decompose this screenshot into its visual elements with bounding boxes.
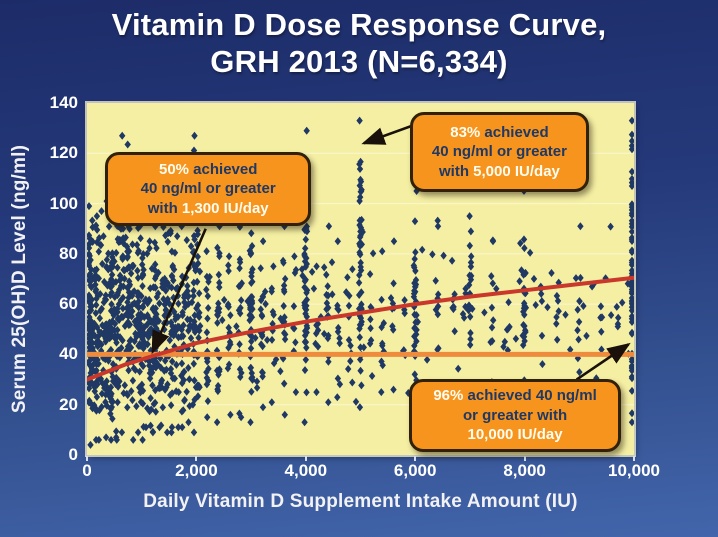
annotation-text: 40 ng/ml or greater [140, 180, 276, 198]
annotation-50pct-arrow [151, 228, 207, 355]
annotation-83pct-box: 83% achieved 40 ng/ml or greater with 5,00… [410, 111, 589, 193]
scatter-points [87, 116, 634, 449]
annotation-highlight-text: 5,000 IU/day [473, 162, 560, 180]
annotation-text-line: 40 ng/ml or greater [418, 142, 580, 162]
page-title-line1: Vitamin D Dose Response Curve, [111, 7, 607, 42]
annotation-text-line: 50% achieved [113, 160, 303, 180]
y-tick-label-140: 140 [49, 93, 78, 112]
annotation-text-line: 10,000 IU/day [417, 425, 613, 445]
y-tick-label-20: 20 [59, 394, 78, 414]
annotation-96pct-box: 96% achieved 40 ng/ml or greater with 10,0… [409, 379, 621, 452]
x-tick-mark [523, 456, 526, 461]
annotation-text: with [147, 199, 182, 217]
annotation-text-line: 96% achieved 40 ng/ml [417, 386, 613, 406]
annotation-50pct-box: 50% achieved 40 ng/ml or greater with 1,30… [105, 152, 312, 227]
x-tick-mark [304, 456, 307, 461]
plot-area: 50% achieved 40 ng/ml or greater with 1,30… [87, 103, 634, 455]
x-tick-mark [86, 456, 88, 461]
y-tick-label-40: 40 [59, 344, 78, 364]
annotation-text: achieved [189, 160, 258, 178]
annotation-text: achieved 40 ng/ml [463, 387, 597, 405]
x-tick-label-8000: 8,000 [503, 461, 546, 480]
annotation-highlight-text: 83% [450, 123, 481, 141]
x-tick-mark [633, 456, 635, 461]
annotation-text: or greater with [462, 406, 568, 424]
x-tick-label-2000: 2,000 [175, 461, 218, 480]
y-tick-label-80: 80 [59, 243, 78, 263]
annotation-highlight-text: 10,000 IU/day [467, 426, 563, 444]
annotation-text: 40 ng/ml or greater [431, 143, 567, 161]
y-tick-label-100: 100 [49, 193, 78, 213]
annotation-text-line: with 1,300 IU/day [113, 199, 303, 219]
y-axis-title-text: Serum 25(OH)D Level (ng/ml) [9, 144, 31, 414]
page-title-line2: GRH 2013 (N=6,334) [210, 44, 508, 79]
x-tick-label-0: 0 [82, 461, 92, 480]
x-tick-mark [195, 456, 198, 461]
annotation-text-line: 40 ng/ml or greater [113, 179, 303, 199]
y-tick-label-0: 0 [68, 445, 78, 464]
annotation-text: achieved [480, 123, 549, 141]
x-tick-label-4000: 4,000 [284, 461, 328, 480]
annotation-highlight-text: 96% [433, 387, 464, 405]
annotation-highlight-text: 50% [158, 160, 190, 178]
x-tick-mark [414, 456, 417, 461]
y-tick-label-120: 120 [49, 143, 78, 163]
annotation-83pct-arrow [361, 124, 413, 145]
page-title: Vitamin D Dose Response Curve, GRH 2013 … [0, 6, 718, 80]
x-tick-label-6000: 6,000 [393, 461, 437, 480]
trend-line [87, 275, 634, 382]
annotation-text-line: or greater with [417, 406, 613, 426]
x-tick-label-10000: 10,000 [608, 461, 660, 480]
annotation-highlight-text: 1,300 IU/day [181, 199, 269, 217]
annotation-text-line: 83% achieved [418, 123, 580, 143]
y-tick-label-60: 60 [59, 294, 78, 314]
annotation-96pct-arrow [575, 342, 631, 381]
annotation-text-line: with 5,000 IU/day [418, 162, 580, 182]
annotation-text: with [439, 162, 474, 180]
x-axis-title: Daily Vitamin D Supplement Intake Amount… [143, 491, 578, 512]
